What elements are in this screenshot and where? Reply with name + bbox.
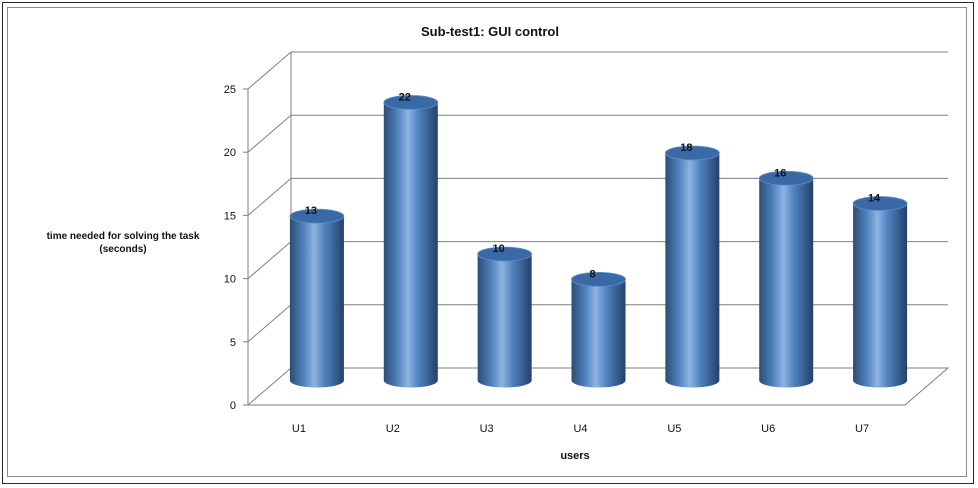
data-label: 13: [305, 205, 317, 217]
x-tick-label: U3: [480, 423, 494, 435]
bar-top: [758, 170, 814, 186]
bar: 16: [758, 167, 814, 388]
bar: 18: [664, 142, 720, 388]
bar: 22: [383, 91, 439, 388]
bar: 8: [571, 268, 626, 388]
bar-top: [289, 208, 345, 224]
y-tick-label: 15: [224, 210, 236, 222]
bar-top: [852, 196, 908, 211]
bar-top: [477, 246, 533, 262]
gridline-depth: [247, 178, 292, 216]
y-tick-label: 25: [224, 84, 236, 96]
bar: 10: [477, 243, 533, 388]
data-label: 8: [589, 268, 595, 280]
x-tick-label: U2: [386, 423, 400, 435]
data-label: 18: [680, 142, 692, 154]
bar-top: [664, 145, 720, 161]
bar-body: [477, 254, 532, 388]
x-axis-label: users: [560, 450, 589, 462]
gridline-depth: [247, 51, 292, 90]
bar-body: [383, 102, 438, 388]
x-tick-label: U6: [761, 423, 775, 435]
y-axis-label-line1: time needed for solving the task: [46, 231, 200, 242]
data-label: 14: [868, 193, 881, 205]
y-axis-label-line2: (seconds): [99, 244, 147, 255]
bar: 13: [289, 205, 345, 388]
data-label: 22: [399, 91, 411, 103]
gridline-depth: [247, 114, 292, 153]
bar-top: [383, 95, 439, 110]
gridline-depth: [247, 304, 292, 343]
data-label: 16: [774, 167, 786, 179]
bar-body: [759, 178, 814, 388]
floor: [246, 367, 950, 406]
x-tick-label: U4: [573, 423, 587, 435]
chart-area-frame: [7, 7, 967, 477]
bar-top: [571, 271, 626, 287]
bar-body: [571, 279, 626, 388]
bar-body: [665, 152, 720, 388]
y-axis-label: time needed for solving the task (second…: [28, 230, 218, 256]
y-tick-label: 10: [224, 274, 236, 286]
bar-body: [289, 216, 344, 388]
x-tick-label: U5: [667, 423, 681, 435]
x-tick-label: U1: [292, 423, 306, 435]
y-tick-label: 20: [224, 147, 236, 159]
x-tick-label: U7: [855, 423, 869, 435]
y-tick-label: 5: [230, 337, 236, 349]
chart-title: Sub-test1: GUI control: [421, 24, 559, 39]
bar: 14: [852, 193, 908, 388]
bar-body: [853, 203, 908, 388]
data-label: 10: [493, 243, 505, 255]
y-tick-label: 0: [230, 400, 236, 412]
gridline-depth: [247, 241, 292, 279]
